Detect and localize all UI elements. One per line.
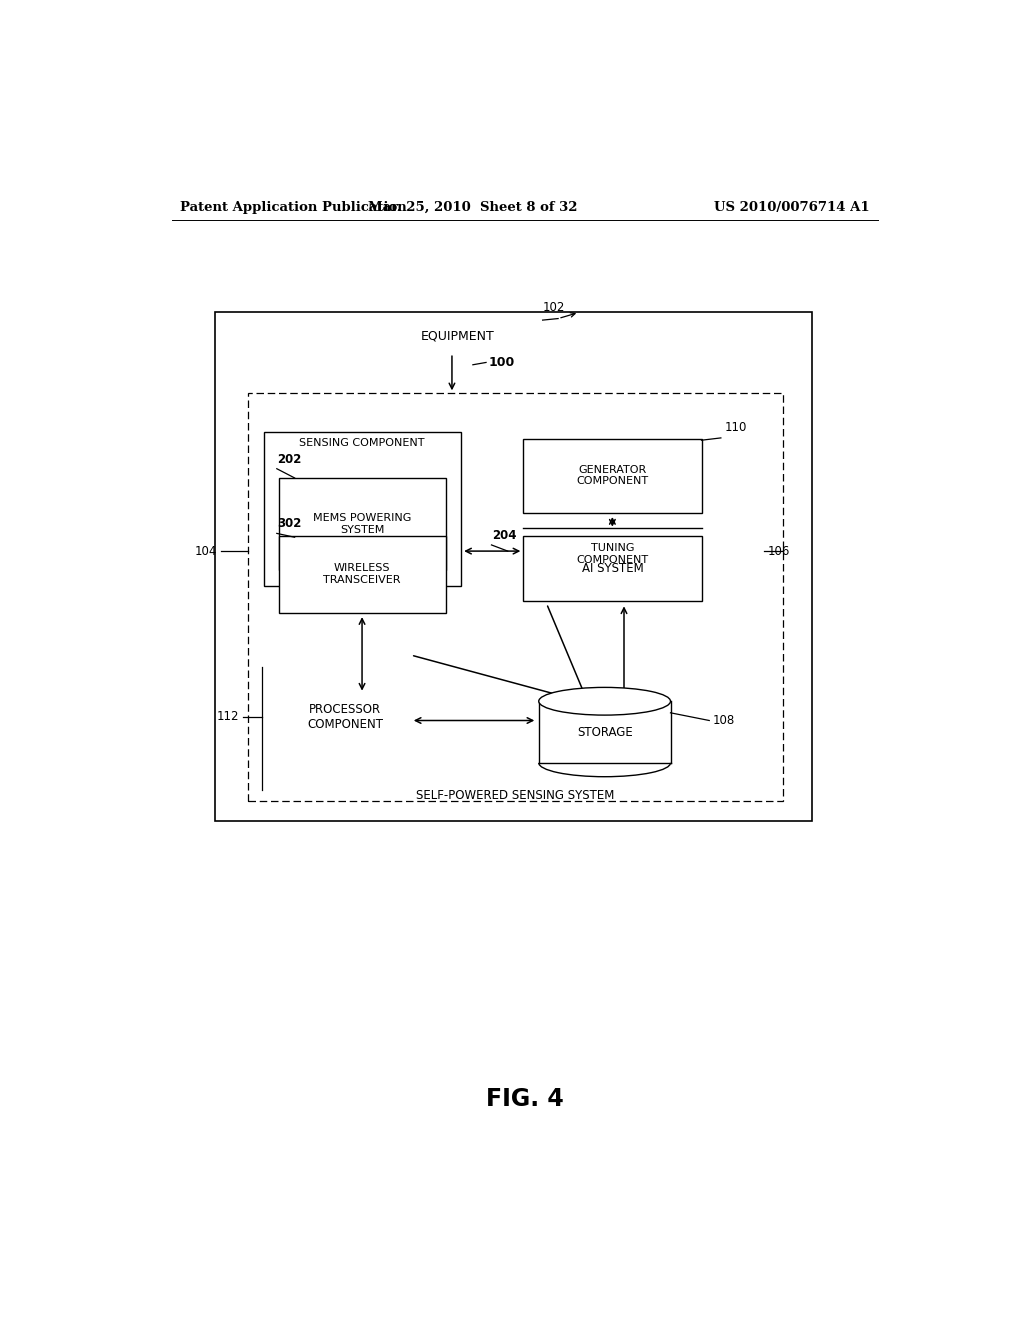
Text: 104: 104 [195,545,217,557]
Text: SELF-POWERED SENSING SYSTEM: SELF-POWERED SENSING SYSTEM [417,789,614,803]
Text: AI SYSTEM: AI SYSTEM [582,562,643,576]
Text: 102: 102 [543,301,565,314]
Text: 108: 108 [713,714,735,727]
Bar [280,478,445,570]
Text: 100: 100 [488,356,515,370]
Text: 302: 302 [278,517,302,531]
Bar [523,440,701,512]
Text: STORAGE: STORAGE [577,726,633,739]
Bar [248,393,783,801]
Text: 106: 106 [767,545,790,557]
Text: 110: 110 [725,421,748,434]
Bar [523,536,701,601]
Text: WIRELESS
TRANSCEIVER: WIRELESS TRANSCEIVER [324,564,400,585]
Text: TUNING
COMPONENT: TUNING COMPONENT [577,544,648,565]
Bar [280,536,445,612]
Text: 112: 112 [216,710,239,723]
Text: 202: 202 [278,453,302,466]
Text: SENSING COMPONENT: SENSING COMPONENT [299,438,425,449]
Bar [215,313,812,821]
Text: EQUIPMENT: EQUIPMENT [421,329,495,342]
Text: US 2010/0076714 A1: US 2010/0076714 A1 [715,201,870,214]
Text: Mar. 25, 2010  Sheet 8 of 32: Mar. 25, 2010 Sheet 8 of 32 [369,201,578,214]
Text: GENERATOR
COMPONENT: GENERATOR COMPONENT [577,465,648,487]
Text: PROCESSOR
COMPONENT: PROCESSOR COMPONENT [307,702,383,731]
Text: Patent Application Publication: Patent Application Publication [179,201,407,214]
Bar [263,432,461,586]
Ellipse shape [539,688,671,715]
Text: MEMS POWERING
SYSTEM: MEMS POWERING SYSTEM [313,513,412,535]
Text: 204: 204 [493,529,517,543]
Text: FIG. 4: FIG. 4 [486,1086,563,1110]
